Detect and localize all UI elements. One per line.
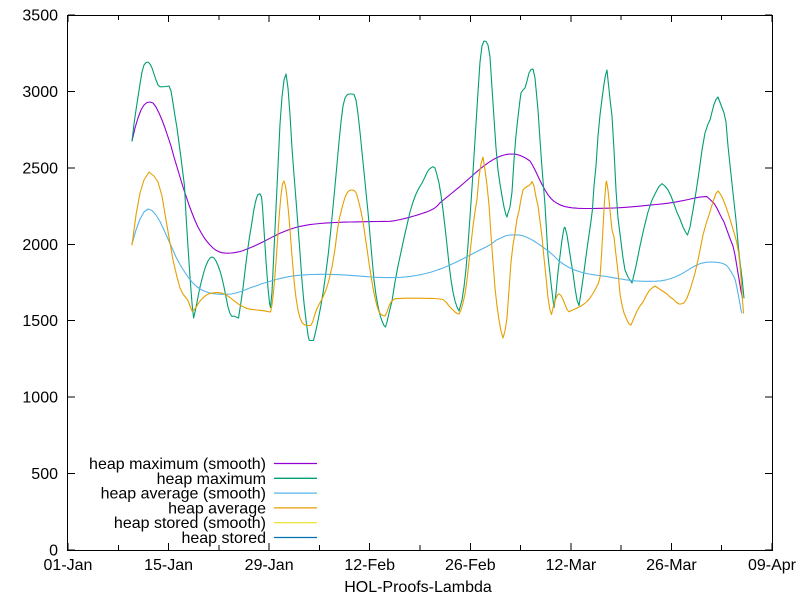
svg-text:heap stored (smooth): heap stored (smooth) <box>114 515 266 532</box>
svg-text:29-Jan: 29-Jan <box>245 557 294 574</box>
svg-text:09-Apr: 09-Apr <box>748 557 797 574</box>
svg-text:2000: 2000 <box>22 237 58 254</box>
svg-text:26-Feb: 26-Feb <box>445 557 496 574</box>
svg-text:heap average: heap average <box>168 500 266 517</box>
svg-text:3500: 3500 <box>22 8 58 25</box>
svg-text:2500: 2500 <box>22 160 58 177</box>
svg-text:01-Jan: 01-Jan <box>44 557 93 574</box>
svg-text:heap maximum: heap maximum <box>157 471 266 488</box>
svg-text:heap average (smooth): heap average (smooth) <box>101 486 266 503</box>
svg-text:1000: 1000 <box>22 390 58 407</box>
svg-text:3000: 3000 <box>22 84 58 101</box>
svg-text:0: 0 <box>49 543 58 560</box>
svg-text:1500: 1500 <box>22 313 58 330</box>
svg-text:heap stored: heap stored <box>181 530 266 547</box>
svg-text:26-Mar: 26-Mar <box>646 557 697 574</box>
svg-text:12-Feb: 12-Feb <box>344 557 395 574</box>
svg-text:500: 500 <box>31 466 58 483</box>
svg-text:heap maximum (smooth): heap maximum (smooth) <box>89 456 266 473</box>
svg-text:HOL-Proofs-Lambda: HOL-Proofs-Lambda <box>344 579 492 596</box>
svg-text:15-Jan: 15-Jan <box>144 557 193 574</box>
svg-text:12-Mar: 12-Mar <box>546 557 597 574</box>
